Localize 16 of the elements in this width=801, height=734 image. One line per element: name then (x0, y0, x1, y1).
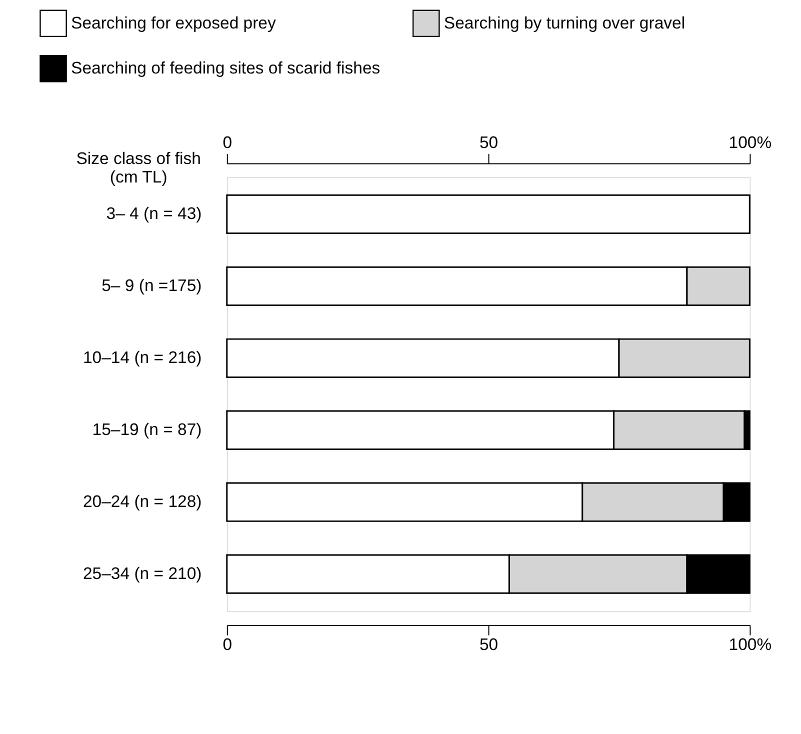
y-axis-title: Size class of fish (cm TL) (76, 148, 201, 187)
x-tick-label: 0 (222, 133, 232, 152)
x2-tick-label: 100% (728, 635, 772, 654)
y-tick-label: 3– 4 (n = 43) (106, 204, 202, 224)
legend-label: Searching for exposed prey (71, 13, 276, 32)
x-tick-label: 100% (728, 133, 772, 152)
legend-label: Searching by turning over gravel (444, 13, 686, 32)
y-tick-label: 25–34 (n = 210) (82, 564, 202, 584)
y-tick-label: 15–19 (n = 87) (92, 420, 202, 440)
x2-tick-label: 50 (479, 635, 498, 654)
x2-tick-label: 0 (222, 635, 232, 654)
y-tick-label: 10–14 (n = 216) (82, 348, 202, 368)
x-tick-label: 50 (479, 133, 498, 152)
y-tick-label: 5– 9 (n =175) (102, 276, 202, 296)
legend-label: Searching of feeding sites of scarid fishes (71, 58, 380, 78)
y-tick-label: 20–24 (n = 128) (82, 492, 202, 512)
